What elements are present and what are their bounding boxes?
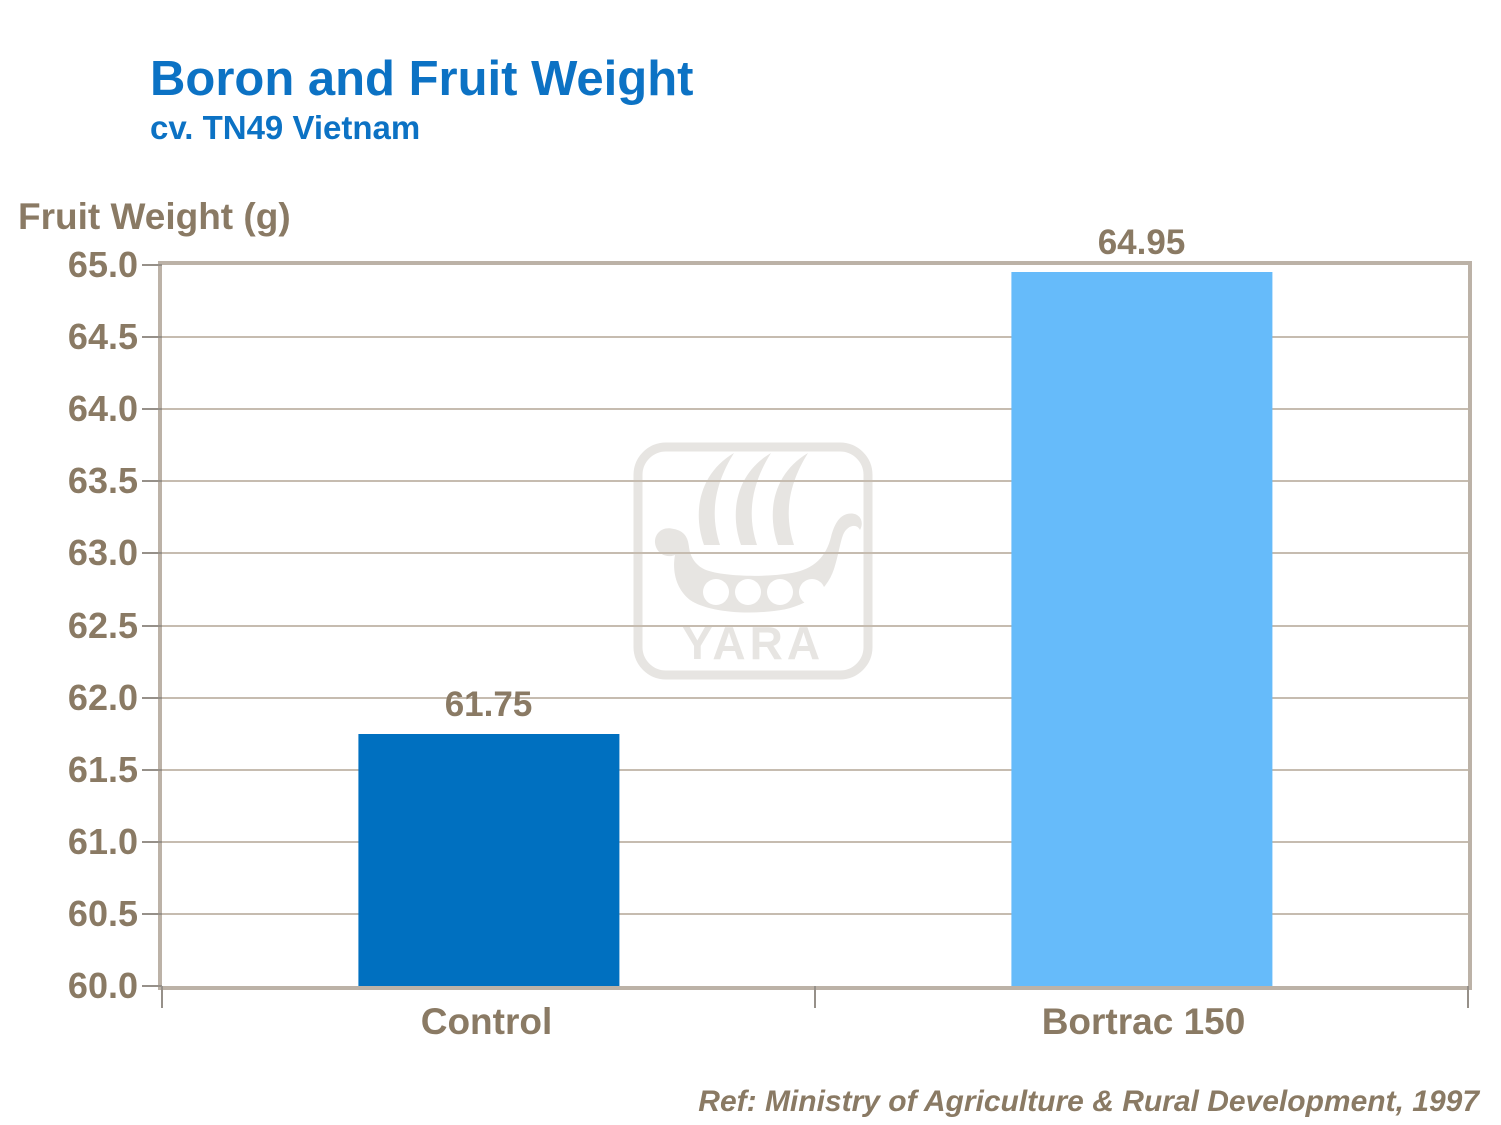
chart-title: Boron and Fruit Weight bbox=[150, 52, 694, 106]
gridline-63.5 bbox=[162, 480, 1468, 483]
y-tick-mark-65.0 bbox=[142, 264, 162, 266]
bar-bortrac-150 bbox=[1010, 272, 1273, 986]
y-tick-mark-63.0 bbox=[142, 552, 162, 555]
watermark-rounded-frame bbox=[633, 442, 873, 680]
y-tick-label-62.5: 62.5 bbox=[67, 604, 138, 646]
y-tick-label-63.5: 63.5 bbox=[67, 460, 138, 502]
y-axis-title: Fruit Weight (g) bbox=[18, 196, 291, 237]
x-axis-labels: Control Bortrac 150 bbox=[158, 1001, 1472, 1058]
bar-control bbox=[357, 733, 620, 986]
y-tick-label-60.5: 60.5 bbox=[67, 892, 138, 934]
y-tick-mark-61.0 bbox=[142, 840, 162, 843]
gridline-64.0 bbox=[162, 408, 1468, 411]
y-tick-mark-63.5 bbox=[142, 480, 162, 483]
value-label-bortrac-150: 64.95 bbox=[1097, 223, 1186, 263]
yara-watermark-logo: YARA bbox=[633, 442, 873, 680]
reference-text: Ref: Ministry of Agriculture & Rural Dev… bbox=[698, 1085, 1479, 1118]
viking-ship-sails-icon bbox=[698, 453, 808, 545]
x-tick-mark-1 bbox=[814, 986, 816, 1008]
chart-subtitle: cv. TN49 Vietnam bbox=[150, 109, 421, 146]
y-tick-mark-64.0 bbox=[142, 408, 162, 411]
y-tick-label-62.0: 62.0 bbox=[67, 676, 138, 718]
y-tick-mark-61.5 bbox=[142, 768, 162, 771]
gridline-61.5 bbox=[162, 768, 1468, 771]
y-tick-mark-64.5 bbox=[142, 336, 162, 339]
y-tick-mark-60.0 bbox=[142, 985, 162, 987]
gridline-63.0 bbox=[162, 552, 1468, 555]
y-axis-labels: 60.0 60.5 61.0 61.5 62.0 62.5 63.0 63.5 64.0 64.5… bbox=[0, 247, 138, 1004]
y-tick-label-64.0: 64.0 bbox=[67, 388, 138, 430]
gridline-64.5 bbox=[162, 336, 1468, 339]
y-tick-label-65.0: 65.0 bbox=[67, 244, 138, 285]
y-tick-label-61.5: 61.5 bbox=[67, 748, 138, 790]
gridline-62.5 bbox=[162, 624, 1468, 627]
y-tick-mark-60.5 bbox=[142, 912, 162, 915]
value-label-control: 61.75 bbox=[444, 684, 533, 724]
x-tick-mark-0 bbox=[161, 986, 163, 1008]
gridline-61.0 bbox=[162, 840, 1468, 843]
category-label-bortrac-150: Bortrac 150 bbox=[1041, 1001, 1246, 1042]
y-tick-label-64.5: 64.5 bbox=[67, 316, 138, 358]
y-tick-mark-62.5 bbox=[142, 624, 162, 627]
category-label-control: Control bbox=[420, 1001, 553, 1042]
y-tick-label-63.0: 63.0 bbox=[67, 532, 138, 574]
y-tick-mark-62.0 bbox=[142, 696, 162, 699]
y-tick-label-61.0: 61.0 bbox=[67, 820, 138, 862]
gridline-60.5 bbox=[162, 912, 1468, 915]
viking-ship-hull-icon bbox=[654, 513, 862, 613]
y-tick-label-60.0: 60.0 bbox=[67, 965, 138, 1006]
plot-area: YARA 61.75 64.95 bbox=[142, 225, 1472, 1008]
gridline-62.0 bbox=[162, 696, 1468, 699]
x-tick-mark-2 bbox=[1467, 986, 1469, 1008]
